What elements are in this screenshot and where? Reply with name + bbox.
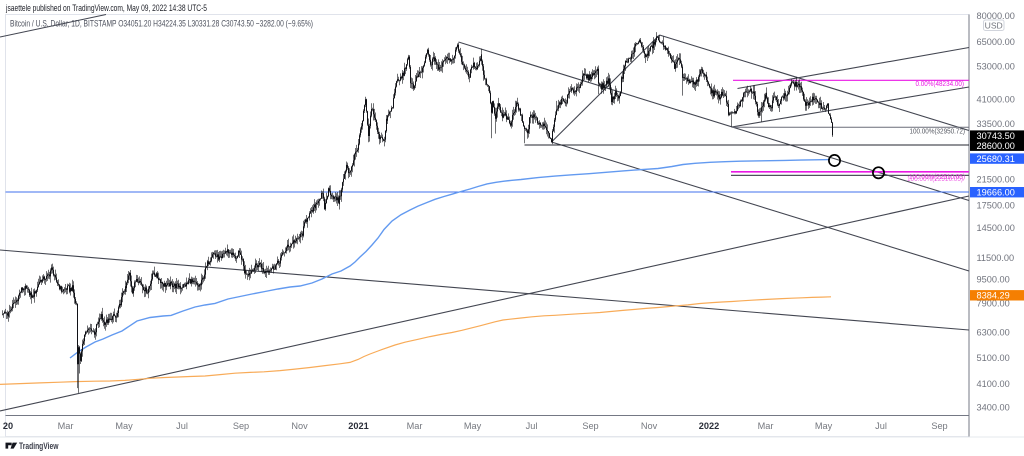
svg-text:0.00%(48234.00): 0.00%(48234.00)	[916, 79, 965, 88]
svg-text:65000.00: 65000.00	[977, 37, 1015, 47]
svg-text:8384.29: 8384.29	[977, 291, 1010, 301]
svg-text:Jul: Jul	[875, 421, 887, 431]
svg-text:Jul: Jul	[176, 421, 188, 431]
svg-text:Nov: Nov	[641, 421, 658, 431]
svg-text:30743.50: 30743.50	[977, 131, 1015, 141]
svg-text:28600.00: 28600.00	[977, 141, 1015, 151]
svg-text:5100.00: 5100.00	[977, 353, 1010, 363]
svg-text:21500.00: 21500.00	[977, 175, 1015, 185]
svg-text:Mar: Mar	[58, 421, 74, 431]
svg-text:Bitcoin / U.S. Dollar, 1D, BIT: Bitcoin / U.S. Dollar, 1D, BITSTAMP O340…	[10, 19, 313, 29]
svg-text:Jul: Jul	[526, 421, 538, 431]
svg-text:Sep: Sep	[233, 421, 249, 431]
svg-text:Nov: Nov	[291, 421, 308, 431]
svg-text:100.00%(32950.72): 100.00%(32950.72)	[910, 126, 966, 135]
svg-text:33500.00: 33500.00	[977, 119, 1015, 129]
svg-text:100.00%(22916.05): 100.00%(22916.05)	[907, 174, 963, 183]
svg-text:May: May	[464, 421, 482, 431]
svg-text:May: May	[115, 421, 133, 431]
svg-text:4100.00: 4100.00	[977, 379, 1010, 389]
svg-text:6300.00: 6300.00	[977, 328, 1010, 338]
svg-text:25680.31: 25680.31	[977, 154, 1015, 164]
svg-text:11500.00: 11500.00	[977, 253, 1015, 263]
svg-text:80000.00: 80000.00	[977, 11, 1015, 21]
svg-text:USD: USD	[985, 20, 1003, 30]
svg-text:3400.00: 3400.00	[977, 403, 1010, 413]
svg-text:7900.00: 7900.00	[977, 299, 1010, 309]
svg-text:100.00%(22510.05): 100.00%(22510.05)	[909, 172, 965, 181]
svg-text:Mar: Mar	[407, 421, 423, 431]
svg-text:Sep: Sep	[582, 421, 598, 431]
svg-text:TradingView: TradingView	[19, 441, 59, 452]
svg-text:Mar: Mar	[758, 421, 774, 431]
svg-text:20: 20	[3, 421, 13, 431]
svg-text:jsaettele published on Trading: jsaettele published on TradingView.com, …	[5, 3, 207, 13]
svg-text:2021: 2021	[348, 421, 368, 431]
svg-text:14500.00: 14500.00	[977, 223, 1015, 233]
svg-text:53000.00: 53000.00	[977, 62, 1015, 72]
svg-text:Sep: Sep	[931, 421, 947, 431]
svg-text:17500.00: 17500.00	[977, 201, 1015, 211]
svg-text:9500.00: 9500.00	[977, 275, 1010, 285]
svg-text:41000.00: 41000.00	[977, 95, 1015, 105]
svg-text:2022: 2022	[699, 421, 719, 431]
svg-text:19666.00: 19666.00	[977, 188, 1015, 198]
svg-text:May: May	[815, 421, 833, 431]
